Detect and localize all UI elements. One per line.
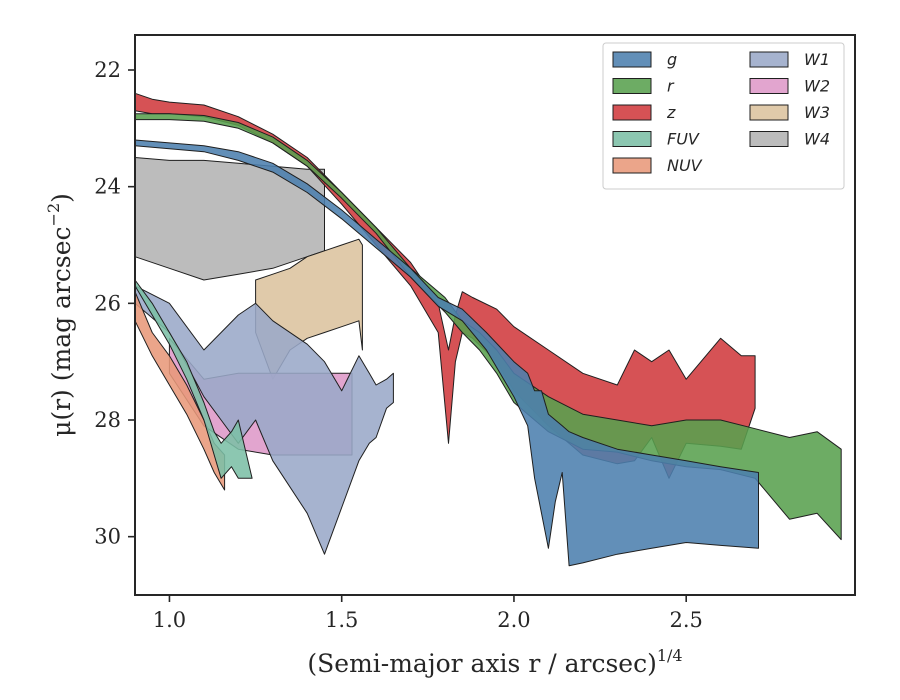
- x-tick-label: 1.5: [325, 608, 358, 632]
- x-axis-title-main: (Semi-major axis r / arcsec): [307, 649, 656, 678]
- legend-label-nuv: NUV: [667, 156, 703, 175]
- band-w4: [134, 157, 325, 281]
- legend-swatch-z: [612, 104, 652, 121]
- band-nuv: [134, 291, 226, 491]
- legend-swatch-g: [612, 51, 652, 68]
- legend-swatch-w3: [749, 104, 789, 121]
- legend-label-w3: W3: [804, 103, 830, 122]
- y-tick-label: 24: [94, 175, 121, 199]
- legend-label-g: g: [667, 50, 677, 69]
- legend-swatch-w2: [749, 78, 789, 94]
- legend-swatch-w4: [749, 131, 789, 147]
- plot-frame: [134, 34, 856, 596]
- y-tick-label: 26: [94, 291, 121, 315]
- y-axis-title: μ(r) (mag arcsec−2): [44, 193, 76, 437]
- legend: grz FUV NUV W1 W2 W3 W4: [602, 42, 845, 190]
- y-axis: 22 24 26 28 30: [94, 58, 135, 549]
- x-tick-label: 2.5: [669, 608, 702, 632]
- legend-label-z: z: [666, 103, 676, 122]
- legend-label-fuv: FUV: [667, 130, 700, 149]
- band-w1: [134, 285, 394, 555]
- legend-swatch-fuv: [612, 131, 652, 147]
- legend-swatch-r: [612, 78, 652, 94]
- legend-label-w4: W4: [804, 130, 830, 149]
- band-fuv: [134, 279, 253, 479]
- legend-swatch-w1: [749, 51, 789, 68]
- legend-label-w1: W1: [804, 50, 830, 69]
- y-tick-label: 28: [94, 408, 121, 432]
- x-axis-title-sup: 1/4: [657, 646, 683, 665]
- series-bands: [134, 92, 842, 567]
- legend-swatch-nuv: [612, 157, 652, 174]
- y-axis-title-close: ): [47, 193, 76, 203]
- x-axis: 1.0 1.5 2.0 2.5: [153, 595, 703, 632]
- x-tick-label: 2.0: [497, 608, 530, 632]
- y-axis-title-sup: −2: [44, 203, 63, 227]
- y-axis-title-main: μ(r) (mag arcsec: [47, 226, 76, 436]
- x-axis-title: (Semi-major axis r / arcsec)1/4: [307, 646, 682, 678]
- legend-label-r: r: [667, 77, 675, 96]
- band-g: [134, 139, 759, 567]
- x-tick-label: 1.0: [153, 608, 186, 632]
- y-tick-label: 22: [94, 58, 121, 82]
- y-tick-label: 30: [94, 525, 121, 549]
- legend-label-w2: W2: [804, 77, 830, 96]
